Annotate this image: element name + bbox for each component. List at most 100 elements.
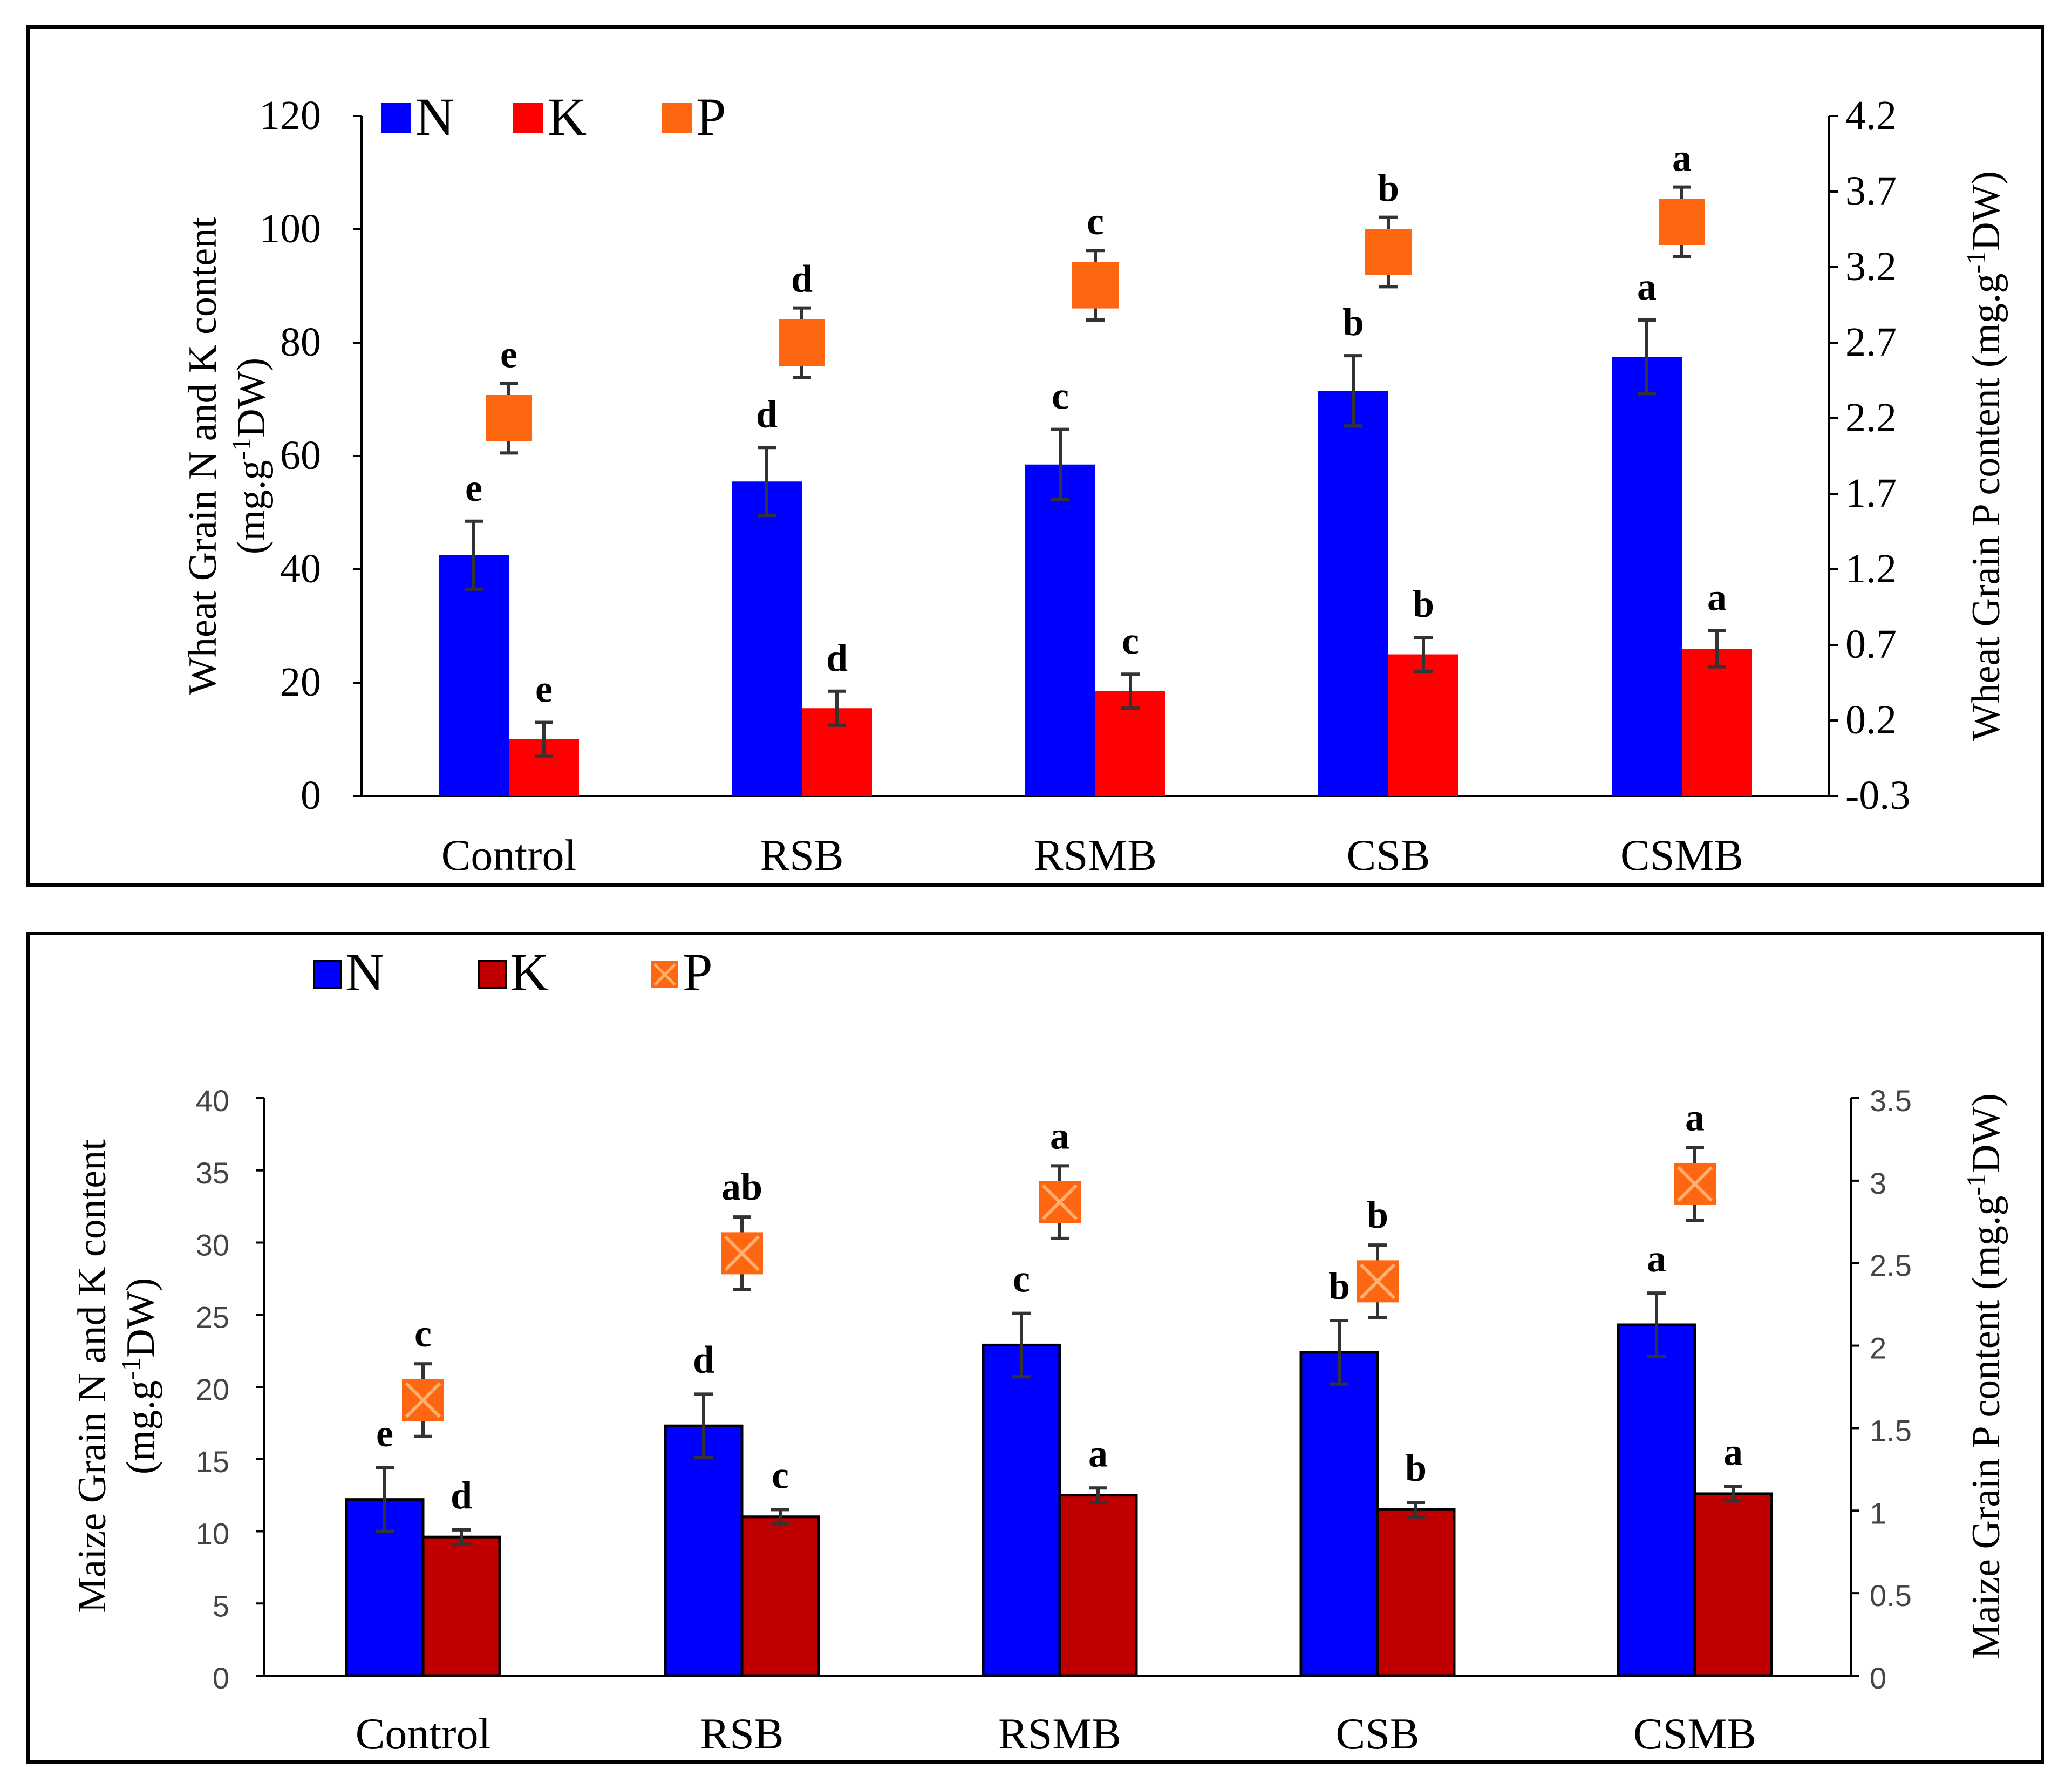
wheat-bar-n [1318,391,1388,796]
maize-letter-n: c [1013,1257,1030,1301]
maize-marker-p-cross [724,1235,760,1271]
maize-left-tick-label: 5 [213,1589,229,1623]
maize-marker-p-cross [1676,1166,1713,1202]
wheat-right-tick-label: 1.2 [1845,546,1897,591]
maize-left-tick-label: 40 [196,1084,229,1118]
maize-letter-n: a [1647,1237,1666,1280]
maize-letter-p: a [1685,1096,1705,1139]
maize-legend-label-p: P [683,942,713,1002]
wheat-legend-swatch-n [381,103,411,133]
wheat-right-tick-label: 0.7 [1845,622,1897,667]
wheat-left-tick-label: 80 [280,319,321,365]
wheat-marker-p [1365,229,1412,275]
maize-left-tick-label: 20 [196,1372,229,1406]
wheat-marker-p [1659,199,1705,245]
maize-right-tick-label: 2.5 [1870,1249,1912,1283]
wheat-letter-k: d [826,636,848,679]
wheat-letter-p: c [1087,200,1104,243]
maize-letter-k: a [1088,1432,1108,1475]
maize-marker-p-cross [1041,1184,1078,1220]
maize-letter-k: a [1723,1431,1743,1474]
maize-y-axis-title-line2: (mg.g-1DW) [115,1278,163,1474]
wheat-marker-p [1072,262,1119,309]
maize-left-tick-label: 25 [196,1300,229,1334]
wheat-legend-label-p: P [696,87,726,147]
maize-panel-frame [26,932,2044,1764]
wheat-right-tick-label: -0.3 [1845,773,1910,818]
wheat-letter-k: e [535,668,553,711]
maize-category-label: RSB [700,1709,784,1758]
wheat-letter-n: d [756,392,778,435]
wheat-right-tick-label: 4.2 [1845,93,1897,138]
maize-marker-p-cross [1359,1263,1396,1299]
wheat-letter-n: a [1637,265,1657,308]
maize-right-tick-label: 2 [1870,1331,1886,1365]
maize-legend-swatch-n [313,960,342,989]
maize-bar-n [982,1343,1061,1677]
maize-bar-n [664,1424,744,1677]
maize-right-tick-label: 3.5 [1870,1084,1912,1118]
maize-bar-k [1058,1494,1138,1677]
wheat-letter-p: a [1672,137,1692,180]
maize-letter-n: e [376,1412,393,1455]
maize-letter-p: c [414,1312,432,1355]
wheat-bar-n [1025,464,1095,796]
maize-left-tick-label: 35 [196,1156,229,1190]
wheat-left-tick-label: 60 [280,433,321,478]
maize-legend-swatch-cross [653,963,676,986]
maize-bar-n [1617,1323,1696,1677]
maize-right-tick-label: 3 [1870,1166,1886,1200]
wheat-marker-p [486,395,532,441]
wheat-letter-p: d [791,257,813,301]
maize-bar-k [740,1515,820,1677]
wheat-category-label: CSMB [1620,831,1743,880]
wheat-letter-p: e [500,333,517,376]
maize-letter-k: b [1405,1446,1427,1489]
maize-letter-n: b [1328,1264,1350,1308]
maize-category-label: Control [356,1709,491,1758]
maize-legend-label-k: K [510,942,549,1002]
maize-category-label: CSMB [1633,1709,1756,1758]
maize-left-tick-label: 10 [196,1517,229,1551]
maize-y2-axis-title: Maize Grain P content (mg.g-1DW) [1961,1093,2008,1659]
maize-legend-label-n: N [345,942,384,1002]
wheat-right-tick-label: 2.2 [1845,395,1897,440]
maize-legend-swatch-k [478,960,507,989]
wheat-y-axis-title-line2: (mg.g-1DW) [226,358,274,554]
wheat-letter-k: c [1122,619,1139,662]
wheat-legend-swatch-k [513,103,543,133]
wheat-right-tick-label: 3.7 [1845,168,1897,214]
maize-bar-k [1693,1492,1773,1677]
maize-letter-n: d [693,1338,714,1381]
wheat-letter-n: b [1342,301,1364,344]
maize-chart-panel: 0 5 10 15 20 25 30 35 40 0 0.5 1 1.5 2 2.5 3 3.5 Control R… [26,932,2044,1764]
wheat-y-axis-title-line1: Wheat Grain N and K content [181,217,225,695]
wheat-right-tick-label: 3.2 [1845,244,1897,289]
wheat-bar-k [1388,654,1458,796]
maize-right-tick-label: 0 [1870,1661,1886,1695]
wheat-bar-n [732,481,802,796]
wheat-letter-p: b [1378,167,1399,210]
wheat-bar-n [1612,357,1682,796]
wheat-category-label: RSB [760,831,844,880]
wheat-left-tick-label: 120 [260,93,321,138]
wheat-left-tick-label: 100 [260,206,321,251]
wheat-marker-p [779,319,825,366]
wheat-chart-panel: 0 20 40 60 80 100 120 -0.3 0.2 0.7 1.2 1.7 2.2 2.7 3.2… [26,25,2044,887]
maize-letter-p: ab [721,1165,762,1208]
maize-left-tick-label: 15 [196,1445,229,1479]
wheat-category-label: CSB [1347,831,1430,880]
wheat-category-label: RSMB [1034,831,1157,880]
maize-letter-p: b [1367,1193,1388,1236]
wheat-category-label: Control [441,831,577,880]
maize-letter-p: a [1050,1114,1069,1157]
maize-letter-k: d [451,1474,472,1517]
maize-bar-k [421,1535,501,1677]
maize-left-tick-label: 30 [196,1228,229,1262]
maize-y-axis-title-line1: Maize Grain N and K content [70,1139,114,1613]
wheat-legend-swatch-p [662,103,692,133]
maize-letter-k: c [772,1453,789,1496]
maize-marker-p-cross [405,1382,441,1418]
